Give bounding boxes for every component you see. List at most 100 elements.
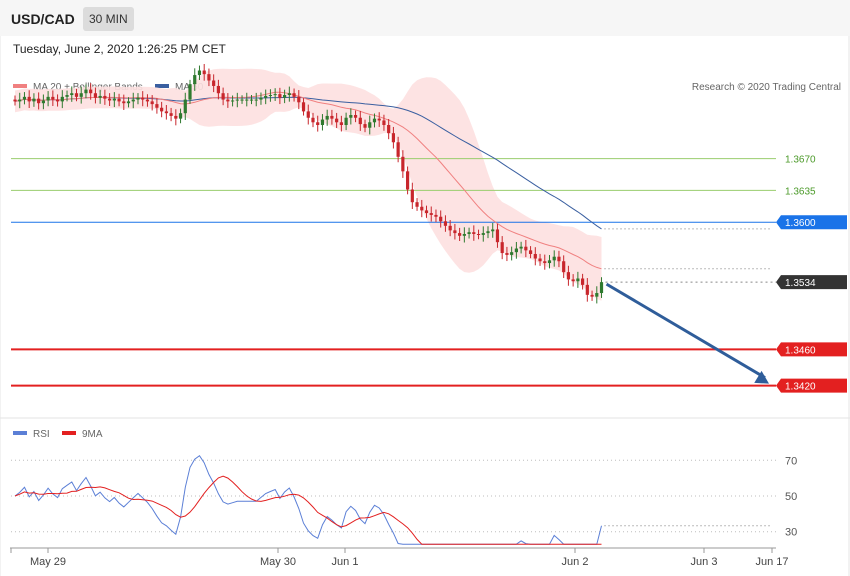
candle-5 xyxy=(37,92,41,110)
candle-116 xyxy=(562,255,566,279)
candle-45 xyxy=(226,93,230,108)
candle-64 xyxy=(316,115,320,132)
symbol-title: USD/CAD xyxy=(11,11,75,27)
candle-92 xyxy=(448,220,452,237)
candle-57 xyxy=(283,89,287,104)
candle-16 xyxy=(89,83,93,100)
rsi-ma-legend-swatch xyxy=(62,431,76,435)
candle-42 xyxy=(212,74,216,93)
candle-10 xyxy=(60,90,64,109)
x-label-5: Jun 17 xyxy=(755,556,788,568)
candle-82 xyxy=(401,150,405,178)
candle-90 xyxy=(439,210,443,228)
timeframe-button[interactable]: 30 MIN xyxy=(83,7,134,31)
candle-75 xyxy=(368,115,372,135)
candle-33 xyxy=(169,107,173,122)
candle-56 xyxy=(278,87,282,105)
candles xyxy=(13,63,604,304)
x-label-3: Jun 2 xyxy=(562,556,589,568)
level-tag-3: 1.3534 xyxy=(776,275,847,290)
candle-9 xyxy=(55,94,60,107)
candle-102 xyxy=(495,223,500,248)
candle-40 xyxy=(202,63,206,81)
candle-107 xyxy=(519,241,523,254)
candle-26 xyxy=(136,93,140,105)
candle-8 xyxy=(51,90,55,107)
candle-60 xyxy=(297,90,301,110)
candle-80 xyxy=(391,126,395,149)
candle-2 xyxy=(22,92,27,105)
candle-38 xyxy=(193,68,197,91)
candle-109 xyxy=(528,246,533,259)
x-label-2: Jun 1 xyxy=(332,556,359,568)
candle-54 xyxy=(268,89,273,102)
forecast-arrow xyxy=(605,282,769,384)
level-badge-5 xyxy=(776,378,847,393)
candle-35 xyxy=(178,108,183,124)
level-label-0: 1.3670 xyxy=(785,155,816,166)
candle-81 xyxy=(396,136,400,163)
candle-86 xyxy=(420,199,424,218)
candle-115 xyxy=(557,250,561,268)
candle-79 xyxy=(387,118,391,140)
candle-24 xyxy=(126,97,131,108)
candle-99 xyxy=(481,226,485,242)
chart-datetime: Tuesday, June 2, 2020 1:26:25 PM CET xyxy=(13,42,226,56)
candle-34 xyxy=(174,109,178,126)
bollinger-band xyxy=(15,68,602,301)
candle-73 xyxy=(358,110,362,131)
level-label-4: 1.3460 xyxy=(785,345,816,356)
level-label-1: 1.3635 xyxy=(785,186,816,197)
candle-19 xyxy=(103,89,107,105)
candle-67 xyxy=(330,109,334,125)
candle-74 xyxy=(363,119,367,133)
candle-70 xyxy=(344,112,348,131)
candle-120 xyxy=(581,273,585,290)
candle-6 xyxy=(41,94,45,110)
candle-122 xyxy=(590,290,594,301)
candle-103 xyxy=(500,236,504,260)
candle-83 xyxy=(405,166,410,195)
candle-28 xyxy=(145,94,150,107)
candle-23 xyxy=(122,94,126,110)
candle-1 xyxy=(18,92,22,109)
candle-97 xyxy=(472,225,476,241)
candle-51 xyxy=(254,92,258,107)
level-label-5: 1.3420 xyxy=(785,382,816,393)
candle-11 xyxy=(65,90,69,102)
candle-68 xyxy=(335,112,339,128)
level-tags: 1.3670 1.3635 1.3600 1.3534 1.3460 1.3420 xyxy=(776,155,847,393)
moving-averages xyxy=(14,91,602,270)
candle-17 xyxy=(93,87,98,104)
candle-123 xyxy=(595,286,599,304)
candle-96 xyxy=(467,227,471,239)
candle-119 xyxy=(576,271,580,288)
forecast-arrow-shaft xyxy=(605,282,766,379)
candle-117 xyxy=(566,265,571,286)
candle-0 xyxy=(13,95,17,106)
candle-95 xyxy=(462,227,466,243)
candle-101 xyxy=(491,222,495,238)
ma50-legend-swatch xyxy=(155,84,169,88)
candle-52 xyxy=(259,92,263,105)
candle-27 xyxy=(141,91,145,107)
candle-62 xyxy=(306,104,310,125)
ma20-line xyxy=(14,91,602,270)
candle-20 xyxy=(108,93,112,107)
forecast-arrow-head xyxy=(754,370,769,384)
candle-69 xyxy=(339,115,343,132)
candle-22 xyxy=(117,93,121,107)
candle-18 xyxy=(98,89,102,104)
candle-39 xyxy=(197,65,202,81)
rsi-legend-swatch xyxy=(13,431,27,435)
rsi-tick-0: 70 xyxy=(785,455,797,467)
candle-47 xyxy=(235,92,239,108)
level-tag-5: 1.3420 xyxy=(776,378,847,393)
rsi-ma-line xyxy=(14,475,602,545)
candle-71 xyxy=(349,108,353,125)
candle-53 xyxy=(264,89,268,105)
candle-94 xyxy=(458,227,462,242)
candle-105 xyxy=(510,246,514,261)
candle-15 xyxy=(84,84,88,99)
